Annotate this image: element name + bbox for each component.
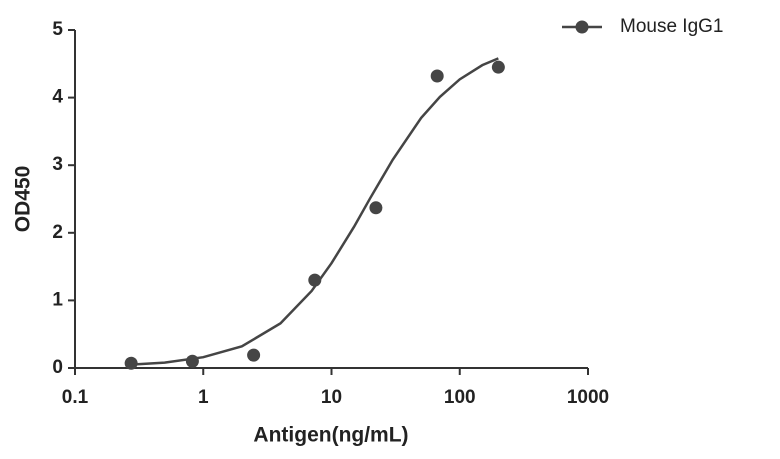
x-tick-label: 10 (321, 387, 342, 408)
x-tick-label: 1 (198, 387, 209, 408)
data-point (185, 354, 199, 368)
y-tick-label: 2 (52, 222, 63, 243)
x-tick-label: 0.1 (62, 387, 89, 408)
data-point (124, 356, 138, 370)
y-tick-label: 0 (52, 357, 63, 378)
legend-marker (575, 20, 589, 34)
y-tick-label: 5 (52, 19, 63, 40)
legend-label: Mouse IgG1 (620, 16, 724, 37)
data-point (491, 60, 505, 74)
fit-curve (131, 57, 499, 366)
y-tick-label: 3 (52, 154, 63, 175)
data-point (430, 69, 444, 83)
data-point (369, 201, 383, 215)
data-point (308, 273, 322, 287)
x-tick-label: 1000 (567, 387, 609, 408)
x-tick-label: 100 (444, 387, 476, 408)
y-tick-label: 4 (52, 87, 63, 108)
data-point (247, 348, 261, 362)
y-axis-title: OD450 (12, 166, 35, 233)
y-tick-label: 1 (52, 289, 63, 310)
x-axis-title: Antigen(ng/mL) (253, 424, 408, 447)
